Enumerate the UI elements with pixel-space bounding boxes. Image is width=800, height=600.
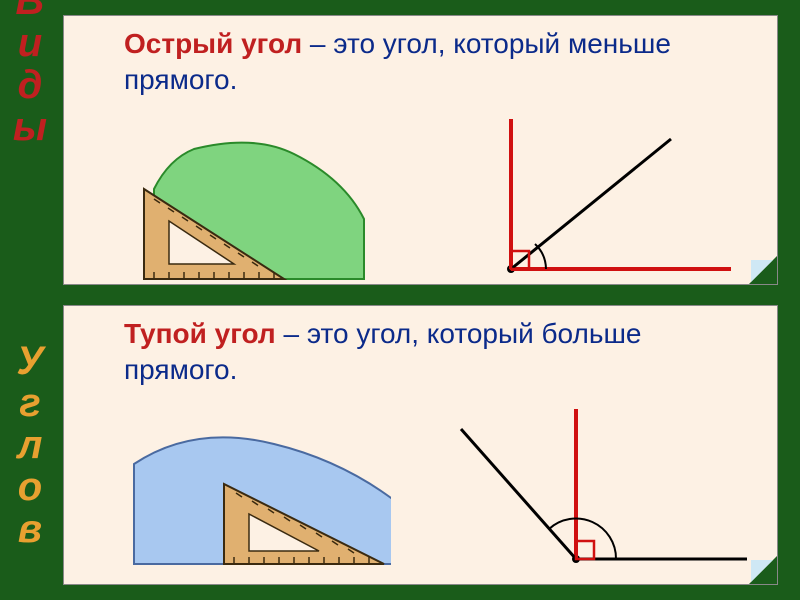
panel-acute: Острый угол – это угол, который меньше п… xyxy=(63,15,778,285)
obtuse-angle-diagram xyxy=(451,399,747,579)
oblique-ray xyxy=(461,429,576,559)
side-title-char: ы xyxy=(0,106,60,148)
oblique-ray xyxy=(511,139,671,269)
side-label-char: в xyxy=(0,508,60,550)
side-title-uglov: У г л о в xyxy=(0,340,60,550)
acute-ruler-diagram xyxy=(114,129,391,289)
corner-fold-icon xyxy=(749,256,777,284)
side-label-char: о xyxy=(0,466,60,508)
panel-acute-text: Острый угол – это угол, который меньше п… xyxy=(64,16,777,99)
term-acute: Острый угол xyxy=(124,28,302,59)
side-label-char: г xyxy=(0,382,60,424)
acute-angle-diagram xyxy=(451,109,747,289)
term-obtuse: Тупой угол xyxy=(124,318,276,349)
panel-obtuse: Тупой угол – это угол, который больше пр… xyxy=(63,305,778,585)
side-label-char: У xyxy=(0,340,60,382)
side-title-char: и xyxy=(0,22,60,64)
side-title-char: д xyxy=(0,64,60,106)
panel-obtuse-text: Тупой угол – это угол, который больше пр… xyxy=(64,306,777,389)
side-title-char: В xyxy=(0,0,60,22)
corner-fold-icon xyxy=(749,556,777,584)
obtuse-ruler-diagram xyxy=(114,409,391,579)
side-title-vidy: В и д ы xyxy=(0,0,60,148)
side-label-char: л xyxy=(0,424,60,466)
